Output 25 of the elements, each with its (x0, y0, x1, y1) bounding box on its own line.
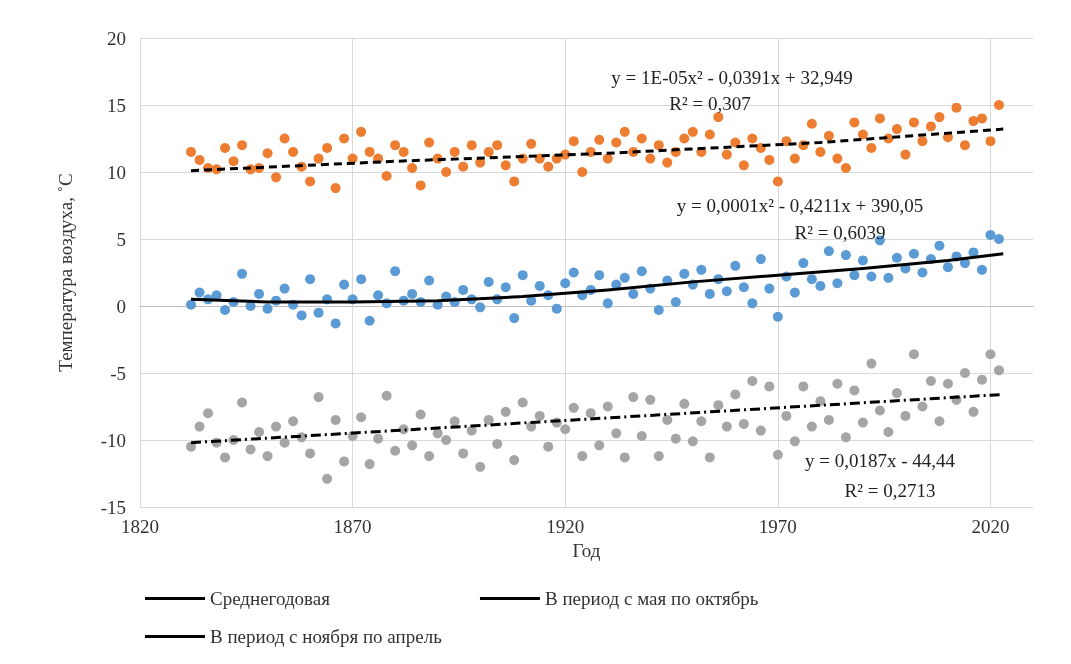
annotation: R² = 0,307 (669, 92, 751, 114)
annotation: y = 1E-05x² - 0,0391x + 32,949 (611, 66, 853, 88)
line-series (189, 127, 1005, 173)
legend-label: В период с ноября по апрель (210, 626, 443, 647)
y-tick-label: -10 (100, 429, 126, 451)
legend-label: В период с мая по октябрь (544, 588, 759, 609)
y-tick-label: 15 (107, 94, 126, 116)
legend-label: Среднегодовая (210, 588, 331, 609)
y-tick-label: -5 (110, 362, 126, 384)
annotation: y = 0,0187x - 44,44 (804, 449, 956, 471)
x-tick-label: 1970 (758, 516, 797, 537)
annotation: R² = 0,2713 (844, 479, 936, 501)
x-tick-label: 1920 (546, 516, 585, 537)
y-tick-label: 20 (107, 27, 126, 49)
x-tick-label: 2020 (971, 516, 1010, 537)
y-tick-label: 0 (116, 295, 126, 317)
annotation: y = 0,0001x² - 0,4211x + 390,05 (676, 194, 924, 216)
y-tick-label: 10 (107, 161, 126, 183)
x-tick-label: 1870 (333, 516, 372, 537)
y-tick-label: 5 (116, 228, 126, 250)
y-axis-title: Температура воздуха, ˚С (55, 173, 76, 372)
x-axis-title: Год (572, 539, 601, 561)
x-tick-label: 1820 (121, 516, 159, 537)
y-tick-label: -15 (100, 496, 126, 518)
annotation: R² = 0,6039 (794, 221, 886, 243)
